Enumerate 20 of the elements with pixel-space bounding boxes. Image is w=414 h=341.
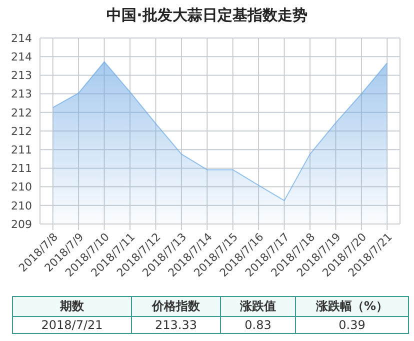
text: 0.83 (220, 316, 296, 334)
y-tick-label: 209 (11, 218, 32, 231)
text: 期数 (12, 296, 132, 316)
text: 0.39 (296, 316, 408, 334)
y-tick-label: 211 (11, 162, 32, 176)
y-tick-label: 213 (11, 88, 32, 101)
text: 价格指数 (132, 296, 220, 316)
y-tick-label: 214 (11, 50, 32, 64)
text: 213.33 (132, 316, 220, 334)
y-tick-label: 210 (11, 180, 32, 194)
text: 2018/7/21 (12, 316, 132, 334)
y-tick-label: 213 (11, 69, 32, 82)
text: 涨跌值 (220, 296, 296, 316)
y-tick-label: 214 (11, 32, 32, 45)
y-tick-label: 212 (11, 124, 32, 138)
chart-title: 中国·批发大蒜日定基指数走势 (106, 5, 308, 26)
y-tick-label: 211 (11, 144, 32, 157)
y-tick-label: 212 (11, 106, 32, 120)
text: 涨跌幅（%） (296, 296, 408, 316)
y-tick-label: 210 (11, 199, 32, 212)
